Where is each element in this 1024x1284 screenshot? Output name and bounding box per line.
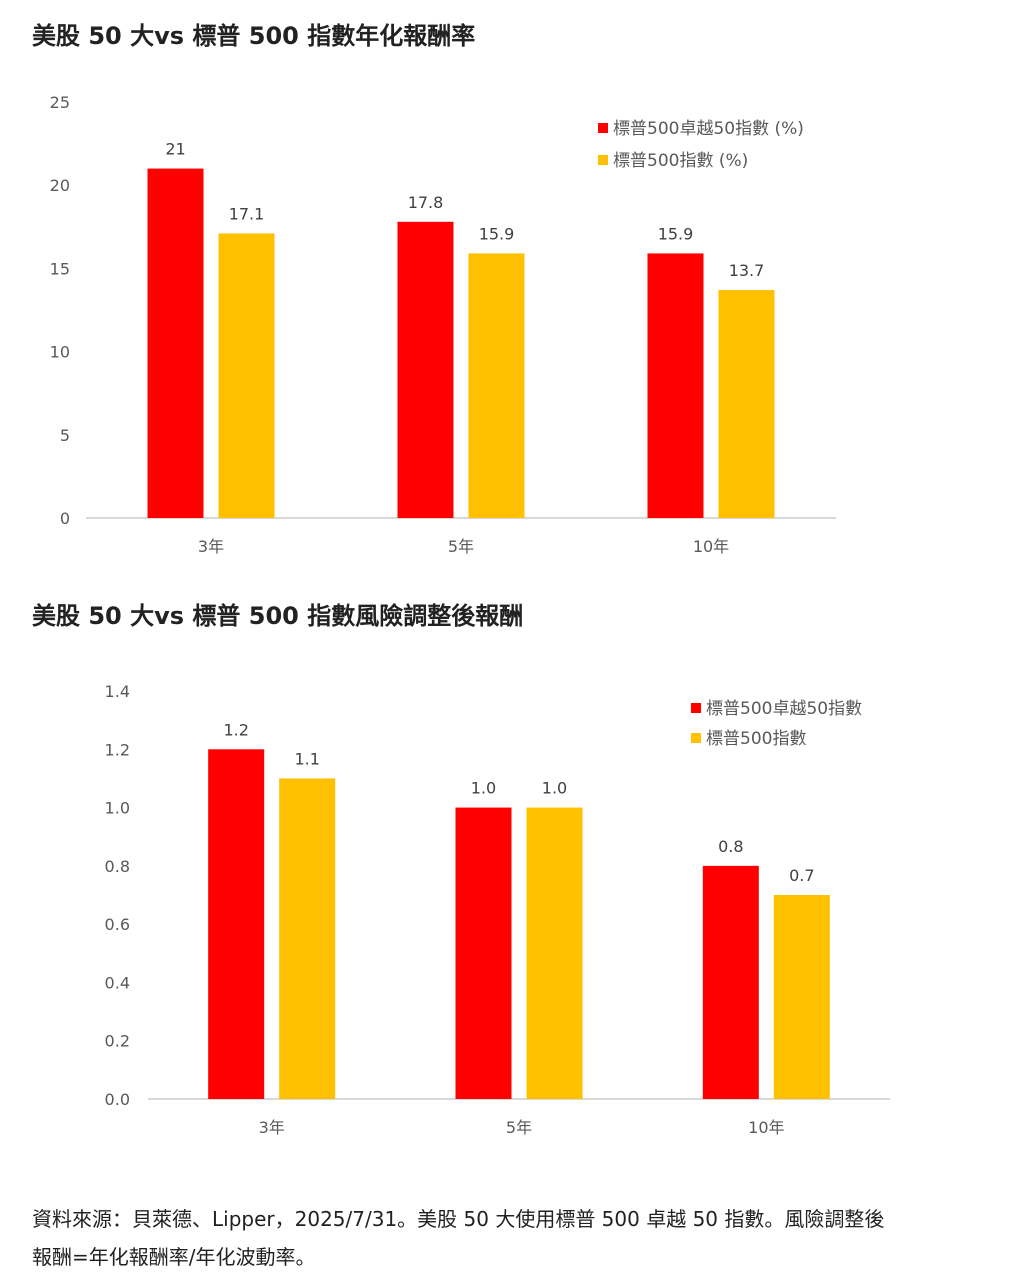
legend-swatch	[691, 703, 701, 713]
y-tick-label: 0	[60, 509, 70, 528]
y-tick-label: 20	[50, 176, 70, 195]
legend-swatch	[691, 733, 701, 743]
legend-label: 標普500卓越50指數 (%)	[613, 119, 804, 139]
y-tick-label: 1.0	[105, 799, 130, 818]
footnote-line-1: 資料來源：貝萊德、Lipper，2025/7/31。美股 50 大使用標普 50…	[32, 1207, 885, 1231]
data-label: 0.8	[718, 837, 743, 856]
bar-sp500	[468, 253, 525, 518]
chart-title-annual-return: 美股 50 大vs 標普 500 指數年化報酬率	[32, 22, 476, 50]
legend-label: 標普500卓越50指數	[706, 699, 862, 719]
x-tick-label: 10年	[748, 1118, 784, 1137]
legend-label: 標普500指數	[706, 729, 806, 749]
data-label: 15.9	[658, 224, 694, 243]
legend-label: 標普500指數 (%)	[613, 151, 748, 171]
data-label: 1.0	[542, 779, 567, 798]
bar-sp500	[279, 778, 336, 1099]
x-tick-label: 10年	[693, 537, 729, 556]
risk-adjusted-chart: 0.0 0.2 0.4 0.6 0.8 1.0 1.2 1.4 1.2 1.1 3年 1.0 1.0 5年…	[105, 682, 890, 1137]
data-label: 15.9	[479, 224, 515, 243]
legend-swatch	[598, 123, 608, 133]
chart-title-risk-adjusted: 美股 50 大vs 標普 500 指數風險調整後報酬	[32, 602, 524, 630]
data-label: 1.2	[223, 720, 248, 739]
data-label: 0.7	[789, 866, 814, 885]
y-tick-label: 0.2	[105, 1032, 130, 1051]
x-tick-label: 5年	[506, 1118, 532, 1137]
legend-swatch	[598, 155, 608, 165]
bar-sp500	[218, 233, 275, 518]
bar-top50	[647, 253, 704, 518]
footnote-line-2: 報酬=年化報酬率/年化波動率。	[32, 1245, 316, 1269]
y-tick-label: 1.2	[105, 740, 130, 759]
source-footnote: 資料來源：貝萊德、Lipper，2025/7/31。美股 50 大使用標普 50…	[32, 1200, 1002, 1276]
bar-top50	[397, 221, 454, 519]
y-tick-label: 0.4	[105, 973, 130, 992]
data-label: 13.7	[729, 261, 765, 280]
y-tick-label: 0.0	[105, 1090, 130, 1109]
data-label: 17.8	[408, 193, 444, 212]
y-tick-label: 10	[50, 343, 70, 362]
bar-top50	[208, 749, 265, 1099]
x-tick-label: 3年	[259, 1118, 285, 1137]
y-tick-label: 5	[60, 426, 70, 445]
data-label: 1.0	[471, 779, 496, 798]
bar-top50	[455, 807, 512, 1099]
data-label: 21	[165, 140, 185, 159]
x-tick-label: 5年	[448, 537, 474, 556]
annual-return-chart: 0 5 10 15 20 25 21 17.1 3年 17.8 15.9 5年 15.9 13.7 10年 標…	[50, 93, 836, 556]
y-tick-label: 15	[50, 259, 70, 278]
bar-sp500	[526, 807, 583, 1099]
x-tick-label: 3年	[198, 537, 224, 556]
data-label: 17.1	[229, 204, 265, 223]
y-tick-label: 1.4	[105, 682, 130, 701]
bar-sp500	[718, 290, 775, 518]
bar-top50	[702, 865, 759, 1099]
bar-sp500	[773, 895, 830, 1099]
y-tick-label: 0.8	[105, 857, 130, 876]
y-tick-label: 25	[50, 93, 70, 112]
data-label: 1.1	[294, 749, 319, 768]
y-tick-label: 0.6	[105, 915, 130, 934]
bar-top50	[147, 168, 204, 518]
